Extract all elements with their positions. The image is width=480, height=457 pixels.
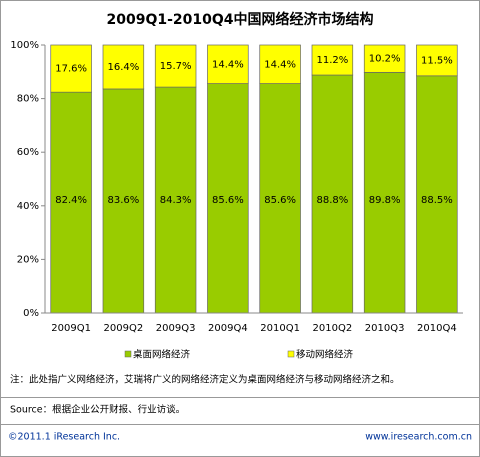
data-label: 15.7% — [160, 61, 192, 72]
source: Source：根据企业公开财报、行业访谈。 — [10, 404, 185, 416]
data-label: 88.5% — [421, 195, 453, 206]
data-label: 88.8% — [316, 195, 348, 206]
x-tick-label: 2009Q2 — [104, 323, 144, 334]
y-tick-label: 0% — [23, 308, 39, 319]
bar-segment — [102, 88, 145, 314]
bar-segment — [416, 44, 458, 77]
y-tick-label: 20% — [17, 254, 39, 265]
y-tick-label: 60% — [17, 147, 39, 158]
x-tick-label: 2009Q4 — [208, 323, 248, 334]
copyright: ©2011.1 iResearch Inc. — [8, 432, 120, 443]
website: www.iresearch.com.cn — [365, 432, 472, 443]
y-tick-label: 40% — [17, 201, 39, 212]
x-tick-label: 2010Q2 — [313, 323, 353, 334]
x-tick-label: 2010Q3 — [365, 323, 405, 334]
note: 注：此处指广义网络经济，艾瑞将广义的网络经济定义为桌面网络经济与移动网络经济之和… — [10, 374, 400, 386]
data-label: 82.4% — [55, 195, 87, 206]
x-tick-label: 2009Q3 — [156, 323, 196, 334]
data-label: 17.6% — [55, 64, 87, 75]
data-label: 85.6% — [264, 195, 296, 206]
data-label: 85.6% — [212, 195, 244, 206]
legend-swatch — [124, 350, 132, 358]
bar-segment — [154, 44, 197, 88]
legend-label: 移动网络经济 — [296, 349, 354, 361]
bar-segment — [311, 74, 354, 314]
bar-segment — [363, 71, 406, 314]
y-tick-label: 100% — [10, 40, 39, 51]
x-tick-label: 2010Q4 — [417, 323, 457, 334]
y-tick-label: 80% — [17, 94, 39, 105]
data-label: 11.2% — [316, 55, 348, 66]
x-tick-label: 2009Q1 — [51, 323, 91, 334]
data-label: 14.4% — [264, 59, 296, 70]
bar-segment — [363, 44, 406, 73]
bar-segment — [207, 83, 249, 314]
bar-segment — [102, 44, 145, 90]
data-label: 11.5% — [421, 55, 453, 66]
data-label: 10.2% — [369, 54, 401, 65]
data-label: 83.6% — [107, 195, 139, 206]
bar-segment — [259, 83, 301, 314]
bar-segment — [207, 44, 249, 84]
legend-label: 桌面网络经济 — [133, 349, 191, 361]
bar-segment — [50, 44, 92, 93]
data-label: 16.4% — [107, 62, 139, 73]
data-label: 14.4% — [212, 59, 244, 70]
chart-title: 2009Q1-2010Q4中国网络经济市场结构 — [106, 11, 373, 28]
bar-segment — [50, 91, 92, 314]
data-label: 84.3% — [160, 195, 192, 206]
data-label: 89.8% — [369, 195, 401, 206]
legend-swatch — [287, 350, 295, 358]
bar-segment — [311, 44, 354, 76]
bar-segment — [259, 44, 301, 84]
x-tick-label: 2010Q1 — [260, 323, 300, 334]
